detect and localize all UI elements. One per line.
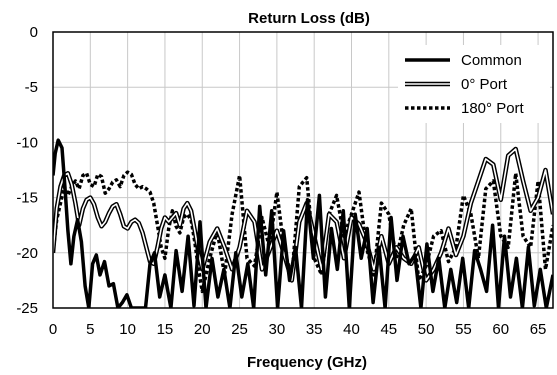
x-tick-label: 60 [492,321,509,338]
x-tick-label: 55 [455,321,472,338]
x-tick-label: 10 [119,321,136,338]
y-tick-label: 0 [30,24,38,41]
x-tick-label: 25 [231,321,248,338]
y-tick-label: -20 [16,245,38,262]
legend-label: Common [461,52,522,69]
y-tick-label: -15 [16,190,38,207]
y-tick-label: -10 [16,134,38,151]
x-tick-label: 30 [269,321,286,338]
x-tick-label: 20 [194,321,211,338]
x-tick-label: 65 [530,321,547,338]
x-axis-ticks: 0 5 10 15 20 25 30 35 40 45 50 55 60 65 [49,321,547,338]
x-tick-label: 0 [49,321,57,338]
legend-label: 0° Port [461,76,508,93]
series-common-line [53,138,553,308]
legend-item-1: 0° Port [405,76,508,93]
series-0-port-inner [53,148,553,282]
series-180-port [53,170,553,294]
series-180-port-line [53,170,553,294]
x-tick-label: 35 [306,321,323,338]
legend-item-0: Common [405,52,522,69]
chart-title: Return Loss (dB) [248,10,370,27]
x-tick-label: 40 [343,321,360,338]
x-tick-label: 45 [380,321,397,338]
x-tick-label: 15 [157,321,174,338]
x-tick-label: 50 [418,321,435,338]
x-tick-label: 5 [86,321,94,338]
plot-frame [52,31,554,309]
legend-item-2: 180° Port [405,100,525,117]
series-layer [53,138,553,308]
y-tick-label: -25 [16,300,38,317]
y-tick-label: -5 [25,79,38,96]
y-axis-ticks: 0 -5 -10 -15 -20 -25 [16,24,38,317]
series-common [53,138,553,308]
legend-label: 180° Port [461,100,525,117]
x-axis-label: Frequency (GHz) [247,354,367,371]
legend: Common 0° Port 180° Port [398,45,550,123]
series-0-port [53,146,553,283]
